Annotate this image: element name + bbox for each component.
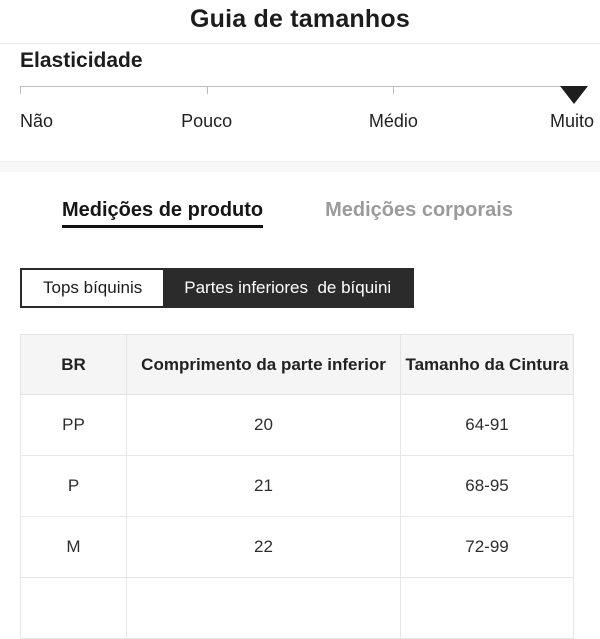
scale-label-pouco: Pouco (181, 111, 233, 131)
scale-tick (206, 87, 208, 94)
cell-bottom-length (126, 577, 401, 639)
garment-type-toggle: Tops bíquinis Partes inferiores de bíqui… (20, 268, 415, 308)
scale-label-muito: Muito (549, 111, 594, 131)
scale-label-nao: Não (20, 111, 54, 131)
tab-product-measurements[interactable]: Medições de produto (62, 198, 264, 228)
elasticity-scale-labels: Não Pouco Médio Muito (20, 111, 594, 133)
cell-waist-size (400, 577, 574, 639)
cell-bottom-length: 21 (126, 455, 401, 517)
cell-waist-size: 72-99 (400, 516, 574, 578)
sheet-header: Guia de tamanhos (0, 0, 600, 44)
cell-bottom-length: 22 (126, 516, 401, 578)
cell-size (20, 577, 127, 639)
elasticity-scale-track (20, 86, 588, 104)
down-triangle-icon (560, 86, 588, 104)
table-row: PP 20 64-91 (20, 394, 574, 456)
cell-bottom-length: 20 (126, 394, 401, 456)
scale-tick (20, 87, 21, 94)
table-row: P 21 68-95 (20, 455, 574, 517)
column-header-waist-size: Tamanho da Cintura (400, 334, 574, 395)
column-header-br: BR (20, 334, 127, 395)
cell-size: PP (20, 394, 127, 456)
table-row-partially-cut (20, 577, 574, 639)
cell-waist-size: 68-95 (400, 455, 574, 517)
segment-bikini-tops[interactable]: Tops bíquinis (22, 270, 164, 306)
page-title: Guia de tamanhos (190, 5, 410, 33)
cell-size: P (20, 455, 127, 517)
section-divider (0, 161, 600, 172)
segment-bikini-bottoms[interactable]: Partes inferiores de bíquini (163, 270, 413, 306)
scale-label-medio: Médio (368, 111, 418, 131)
column-header-bottom-length: Comprimento da parte inferior (126, 334, 401, 395)
size-table: BR Comprimento da parte inferior Tamanho… (20, 334, 574, 639)
table-header-row: BR Comprimento da parte inferior Tamanho… (20, 334, 574, 395)
elasticity-scale: Não Pouco Médio Muito (20, 86, 594, 133)
measurement-tabs: Medições de produto Medições corporais (0, 198, 600, 228)
table-row: M 22 72-99 (20, 516, 574, 578)
tab-body-measurements[interactable]: Medições corporais (325, 199, 513, 221)
cell-size: M (20, 516, 127, 578)
scale-tick (393, 87, 395, 94)
elasticity-label: Elasticidade (20, 49, 143, 72)
size-table-container: BR Comprimento da parte inferior Tamanho… (20, 334, 600, 639)
cell-waist-size: 64-91 (400, 394, 574, 456)
elasticity-section: Elasticidade Não Pouco Médio Muito (0, 44, 600, 133)
